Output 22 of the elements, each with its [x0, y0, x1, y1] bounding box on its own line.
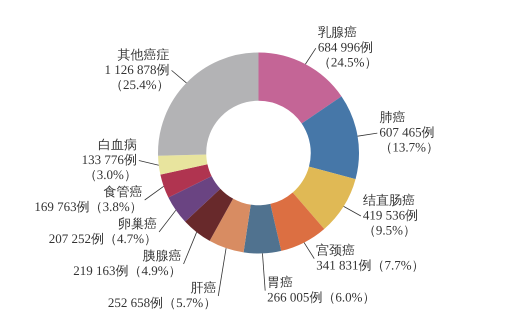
slice-label: 肺癌 [379, 110, 406, 125]
data-label: 1 126 878例（25.4%） [104, 62, 170, 92]
data-label: 419 536例（9.5%） [362, 207, 418, 238]
slice-label: 胃癌 [267, 274, 294, 290]
slice-label: 肝癌 [190, 280, 216, 295]
data-label: 607 465例（13.7%） [379, 124, 439, 155]
data-label: 169 763例（3.8%） [34, 198, 143, 214]
slice-label: 结直肠癌 [362, 192, 415, 208]
data-label: 207 252例（4.7%） [48, 230, 158, 246]
slice-label: 胰腺癌 [142, 248, 182, 263]
slice-label: 乳腺癌 [318, 24, 357, 40]
data-label: 684 996例（24.5%） [318, 40, 378, 70]
slice-label: 宫颈癌 [316, 242, 356, 258]
data-label: 133 776例（3.0%） [82, 152, 137, 182]
slice-label: 卵巢癌 [118, 216, 158, 231]
slice-label: 其他癌症 [118, 46, 170, 62]
data-label: 252 658例（5.7%） [108, 294, 216, 310]
data-label: 266 005例（6.0%） [267, 290, 376, 305]
data-label: 341 831例（7.7%） [316, 258, 425, 273]
slice-label: 白血病 [98, 136, 137, 152]
slice-label: 食管癌 [104, 184, 143, 199]
data-label: 219 163例（4.9%） [73, 262, 182, 278]
